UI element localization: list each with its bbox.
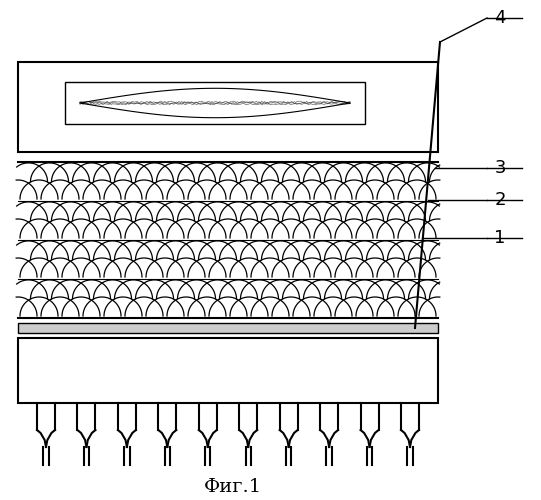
- Text: 4: 4: [494, 9, 506, 27]
- Text: 2: 2: [494, 191, 506, 209]
- Bar: [18, 62, 438, 152]
- Bar: [18, 323, 438, 333]
- Bar: [65, 82, 365, 124]
- Text: 1: 1: [494, 229, 506, 247]
- Text: Фиг.1: Фиг.1: [203, 478, 262, 496]
- Bar: [18, 338, 438, 403]
- Text: 3: 3: [494, 159, 506, 177]
